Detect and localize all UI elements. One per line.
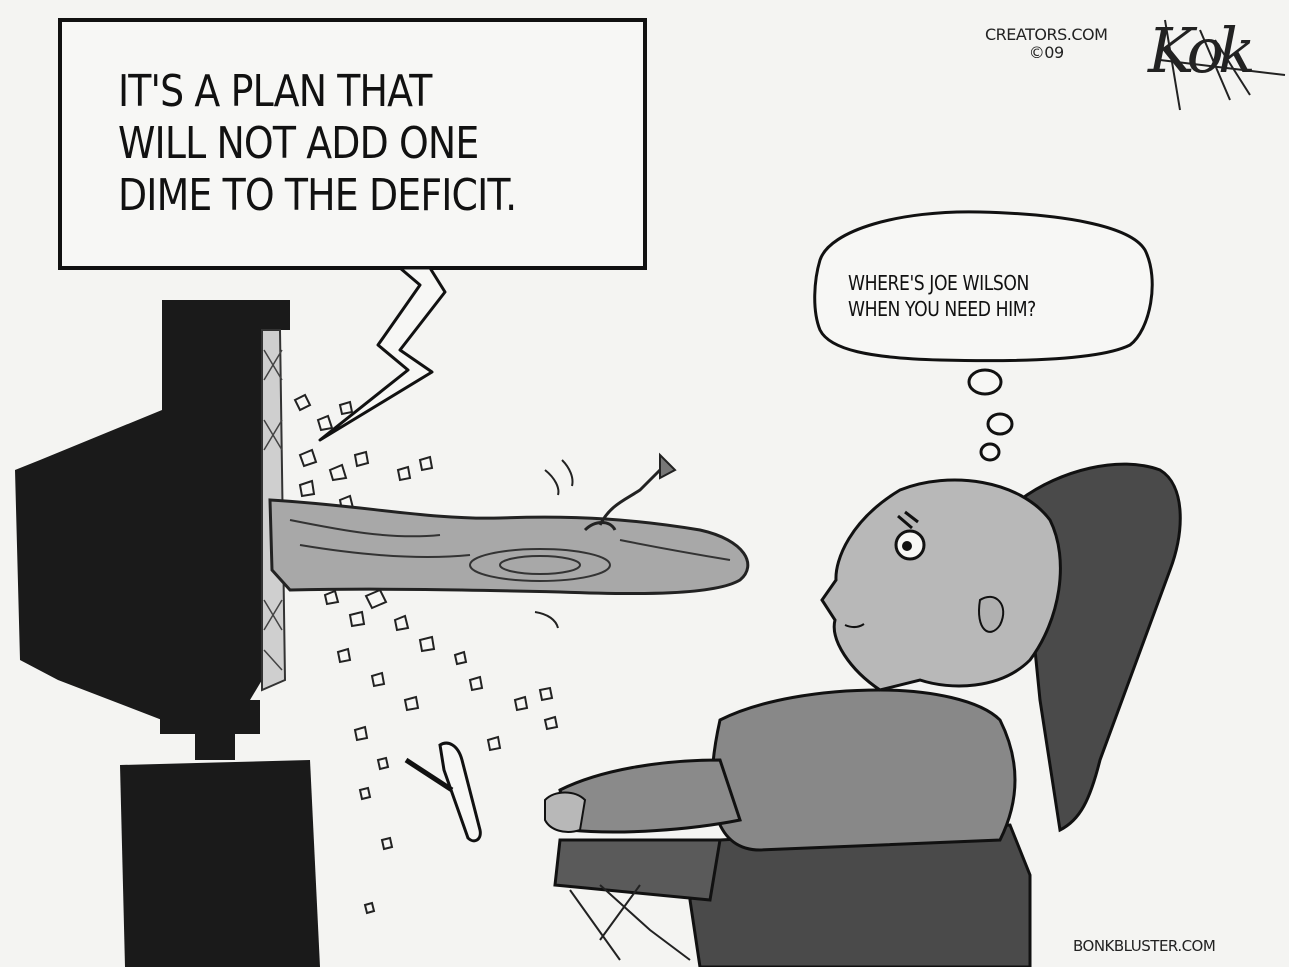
remote-control	[438, 741, 482, 843]
tongue-ripple	[499, 555, 581, 575]
creator-credit: CREATORS.COM ©09	[985, 25, 1108, 62]
signature-scribble	[1159, 19, 1286, 111]
television	[15, 300, 320, 967]
speech-bubble-tail	[318, 266, 447, 442]
credit-year: ©09	[1028, 43, 1064, 62]
tiny-figure	[583, 468, 662, 532]
speech-bubble-box	[58, 18, 647, 270]
thought-line: WHERE'S JOE WILSON	[848, 271, 1029, 295]
glass-shards	[293, 393, 559, 915]
tongue	[268, 498, 750, 596]
speech-line: IT'S A PLAN THAT	[118, 66, 432, 117]
thought-bubble	[813, 210, 1154, 363]
footer-site: BONKBLUSTER.COM	[1073, 937, 1216, 955]
man	[404, 478, 1062, 852]
speech-line: WILL NOT ADD ONE	[118, 118, 479, 169]
thought-dot	[967, 368, 1003, 396]
thought-bubble-text: WHERE'S JOE WILSON WHEN YOU NEED HIM?	[848, 270, 1106, 322]
credit-site: CREATORS.COM	[985, 25, 1108, 44]
thought-dot	[979, 442, 1001, 462]
motion-lines	[534, 459, 574, 629]
artist-signature: Kok	[1148, 14, 1256, 87]
tiny-flag	[659, 452, 677, 480]
thought-dot	[986, 412, 1014, 436]
speech-bubble-text: IT'S A PLAN THAT WILL NOT ADD ONE DIME T…	[118, 66, 548, 222]
thought-line: WHEN YOU NEED HIM?	[848, 297, 1036, 321]
tongue-ripple	[469, 548, 611, 582]
speech-line: DIME TO THE DEFICIT.	[118, 170, 517, 221]
tongue-lines	[289, 519, 731, 561]
